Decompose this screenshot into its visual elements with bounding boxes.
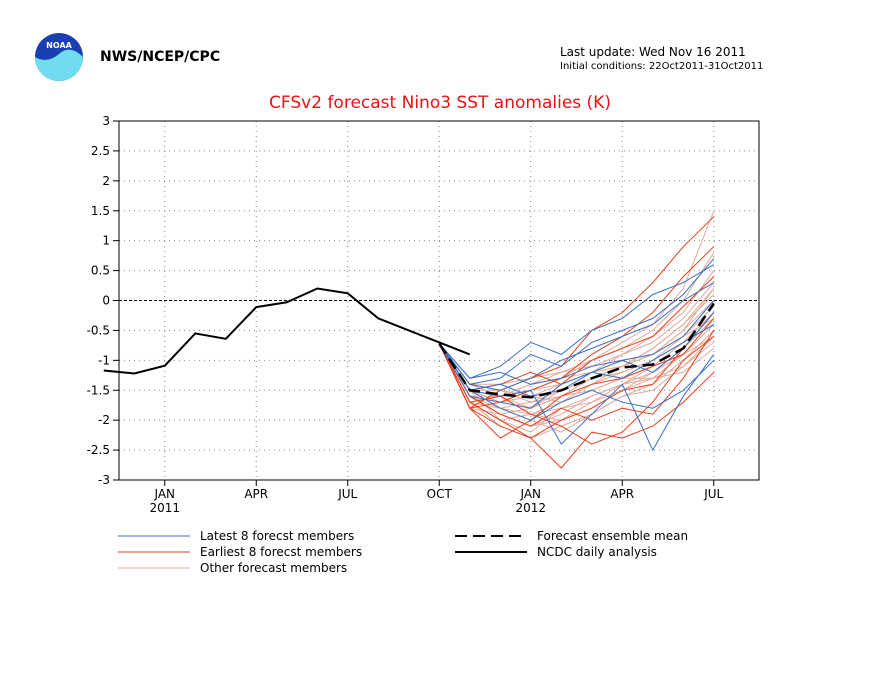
latest-member-line [438,264,715,379]
y-tick-label: -1 [98,353,110,367]
legend-label-other: Other forecast members [200,561,347,575]
earliest-member-line [438,343,715,469]
y-tick-label: -3 [98,473,110,487]
x-tick-label: JUL [337,487,357,501]
legend-label-latest: Latest 8 forecst members [200,529,354,543]
last-update: Last update: Wed Nov 16 2011 [560,45,746,59]
x-tick-label: OCT [427,487,453,501]
x-tick-label: APR [610,487,634,501]
y-tick-label: -1.5 [87,383,110,397]
y-tick-label: 2 [102,174,110,188]
y-tick-label: 3 [102,114,110,128]
y-axis-ticks: 3 2.5 2 1.5 1 0.5 0 -0.5 -1 -1.5 -2 -2.5 -3 [87,114,119,487]
forecast-ensemble-mean-line [438,302,715,399]
y-tick-label: -0.5 [87,323,110,337]
x-tick-label: JAN [153,487,175,501]
y-tick-label: 0 [102,294,110,308]
y-tick-label: -2.5 [87,443,110,457]
y-tick-label: 1 [102,234,110,248]
y-tick-label: -2 [98,413,110,427]
other-member-line [438,330,715,439]
y-tick-label: 1.5 [91,204,110,218]
y-tick-label: 0.5 [91,264,110,278]
initial-conditions: Initial conditions: 22Oct2011-31Oct2011 [560,61,763,72]
legend-label-mean: Forecast ensemble mean [537,529,688,543]
earliest-member-line [438,312,715,439]
legend: Latest 8 forecst members Earliest 8 fore… [118,529,688,575]
grid-lines [119,121,759,480]
noaa-logo: NOAA [35,33,83,81]
y-tick-label: 2.5 [91,144,110,158]
ncdc-daily-analysis-line [103,287,471,375]
x-tick-year: 2012 [515,501,546,515]
x-tick-label: JAN [519,487,541,501]
legend-label-ncdc: NCDC daily analysis [537,545,657,559]
chart-title: CFSv2 forecast Nino3 SST anomalies (K) [269,93,611,113]
legend-label-earliest: Earliest 8 forecst members [200,545,362,559]
logo-wave [35,49,83,81]
latest-member-line [438,343,715,452]
latest-member-line [438,300,715,385]
earliest-member-line [438,276,715,391]
x-tick-label: JUL [703,487,723,501]
latest-forecast-members [438,258,715,452]
org-label: NWS/NCEP/CPC [100,49,220,65]
x-tick-label: APR [244,487,268,501]
logo-text: NOAA [46,41,72,50]
plot-frame [118,120,760,481]
other-forecast-members [438,210,715,439]
x-tick-year: 2011 [149,501,180,515]
latest-member-line [438,343,715,421]
earliest-member-line [438,216,715,409]
latest-member-line [438,323,715,397]
